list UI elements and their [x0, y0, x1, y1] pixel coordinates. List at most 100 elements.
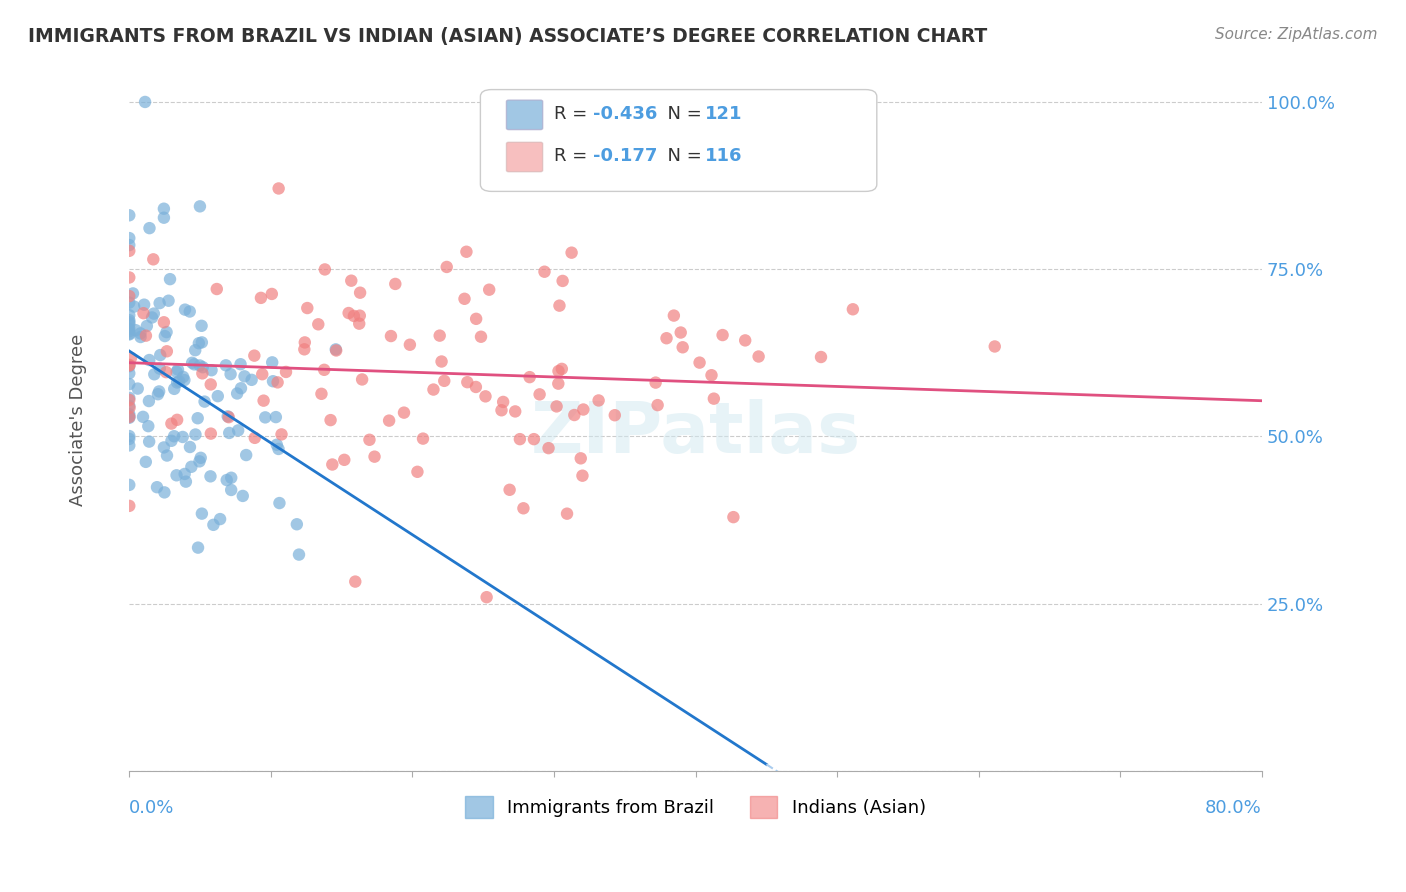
- Point: [491, 403, 513, 417]
- Point: [118, 295, 141, 310]
- Point: [118, 313, 141, 327]
- Text: 80.0%: 80.0%: [1205, 799, 1263, 817]
- Point: [456, 244, 478, 259]
- Point: [644, 376, 666, 390]
- Point: [129, 326, 152, 341]
- Point: [412, 432, 434, 446]
- Point: [209, 512, 232, 526]
- Point: [122, 300, 145, 314]
- Point: [672, 340, 695, 354]
- Point: [184, 427, 207, 442]
- Point: [118, 317, 141, 331]
- Point: [548, 299, 571, 313]
- Point: [166, 468, 188, 483]
- Point: [218, 425, 240, 440]
- Point: [118, 308, 141, 322]
- Point: [167, 362, 190, 376]
- Point: [134, 95, 156, 109]
- Text: ZIPatlas: ZIPatlas: [530, 399, 860, 468]
- Point: [551, 274, 574, 288]
- Point: [984, 339, 1007, 353]
- Point: [810, 350, 832, 364]
- Point: [274, 365, 297, 379]
- Point: [138, 434, 160, 449]
- Point: [325, 343, 347, 358]
- Point: [138, 221, 160, 235]
- Point: [537, 441, 560, 455]
- Point: [118, 407, 141, 421]
- Point: [141, 310, 163, 325]
- Point: [243, 349, 266, 363]
- Text: Associate's Degree: Associate's Degree: [69, 334, 87, 506]
- Point: [266, 376, 288, 390]
- Point: [153, 485, 176, 500]
- Text: IMMIGRANTS FROM BRAZIL VS INDIAN (ASIAN) ASSOCIATE’S DEGREE CORRELATION CHART: IMMIGRANTS FROM BRAZIL VS INDIAN (ASIAN)…: [28, 27, 987, 45]
- Text: -0.177: -0.177: [592, 147, 657, 165]
- Point: [603, 408, 626, 422]
- Point: [118, 399, 141, 413]
- Point: [571, 468, 593, 483]
- Point: [157, 293, 180, 308]
- Point: [118, 359, 141, 373]
- Point: [187, 411, 209, 425]
- Point: [173, 373, 195, 387]
- Point: [138, 353, 160, 368]
- Point: [118, 244, 141, 258]
- Point: [190, 318, 212, 333]
- Point: [188, 454, 211, 468]
- Point: [311, 387, 333, 401]
- Point: [337, 306, 360, 320]
- Point: [285, 517, 308, 532]
- Point: [474, 389, 496, 403]
- Point: [229, 381, 252, 395]
- Point: [174, 475, 197, 489]
- Point: [217, 409, 239, 424]
- Point: [219, 471, 242, 485]
- Point: [135, 328, 157, 343]
- Point: [319, 413, 342, 427]
- Point: [288, 548, 311, 562]
- Point: [118, 231, 141, 245]
- Point: [179, 440, 201, 454]
- Point: [384, 277, 406, 291]
- Point: [215, 359, 238, 373]
- Point: [307, 318, 329, 332]
- Point: [118, 326, 141, 341]
- Point: [748, 350, 770, 364]
- Point: [149, 361, 172, 376]
- Point: [153, 202, 176, 216]
- Point: [156, 449, 179, 463]
- Point: [569, 451, 592, 466]
- Point: [561, 245, 583, 260]
- Point: [135, 318, 157, 333]
- Point: [555, 507, 578, 521]
- Point: [127, 382, 149, 396]
- Point: [118, 438, 141, 452]
- Point: [136, 419, 159, 434]
- Point: [250, 291, 273, 305]
- Point: [166, 376, 188, 390]
- Point: [243, 431, 266, 445]
- Point: [129, 330, 152, 344]
- Point: [118, 366, 141, 380]
- Point: [215, 473, 238, 487]
- Point: [252, 393, 274, 408]
- Point: [509, 432, 531, 446]
- Point: [159, 272, 181, 286]
- Point: [340, 274, 363, 288]
- Point: [191, 367, 214, 381]
- Point: [160, 434, 183, 448]
- Point: [207, 389, 229, 403]
- Point: [562, 408, 585, 422]
- Point: [118, 410, 141, 425]
- Point: [200, 426, 222, 441]
- Point: [205, 282, 228, 296]
- Point: [118, 478, 141, 492]
- Point: [142, 252, 165, 267]
- Point: [512, 501, 534, 516]
- Point: [191, 335, 214, 350]
- Point: [202, 517, 225, 532]
- Point: [233, 369, 256, 384]
- Point: [149, 296, 172, 310]
- Point: [267, 442, 290, 456]
